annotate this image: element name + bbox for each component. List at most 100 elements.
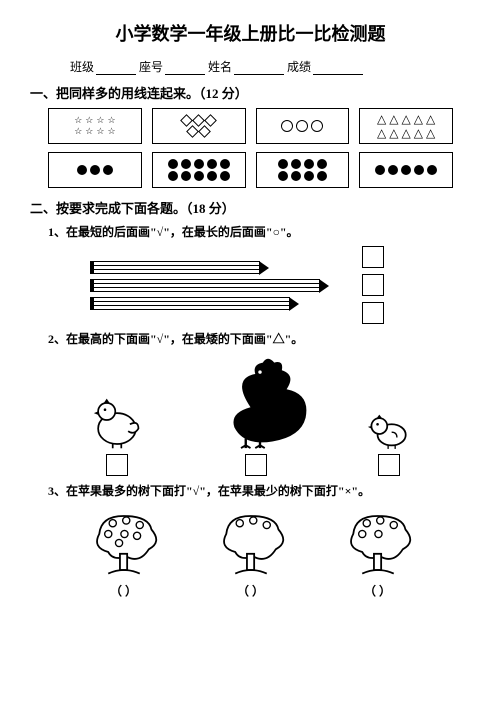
dot-icon (168, 171, 178, 181)
circle-icon (311, 120, 323, 132)
info-row: 班级 座号 姓名 成绩 (30, 58, 471, 75)
score-label: 成绩 (287, 58, 311, 75)
check-box[interactable] (362, 274, 384, 296)
pencil-icon (90, 297, 290, 310)
tree-icon (343, 507, 413, 579)
star-icon: ☆ (74, 116, 82, 125)
dot-icon (207, 159, 217, 169)
check-box[interactable] (362, 302, 384, 324)
shape-box[interactable]: △△△△△△△△△△ (359, 108, 453, 144)
triangle-icon: △ (414, 127, 423, 139)
dot-icon (317, 159, 327, 169)
answer-paren[interactable]: （ ） (110, 582, 137, 599)
shape-box[interactable] (256, 108, 350, 144)
dot-icon (194, 159, 204, 169)
q23-text: 3、在苹果最多的树下面打"√"，在苹果最少的树下面打"×"。 (48, 482, 471, 499)
shape-box[interactable] (48, 152, 142, 188)
pencil-icon (90, 261, 260, 274)
star-icon: ☆ (85, 127, 93, 136)
circle-icon (296, 120, 308, 132)
pencils (90, 258, 350, 312)
q1-grid: ☆☆☆☆☆☆☆☆△△△△△△△△△△ (48, 108, 453, 188)
dot-icon (388, 165, 398, 175)
tree-col: （ ） (89, 507, 159, 599)
shape-box[interactable]: ☆☆☆☆☆☆☆☆ (48, 108, 142, 144)
diamond-icon (204, 114, 217, 127)
dot-icon (414, 165, 424, 175)
dot-icon (168, 159, 178, 169)
diamond-icon (198, 125, 211, 138)
shape-box[interactable] (359, 152, 453, 188)
dot-icon (278, 171, 288, 181)
tree-col: （ ） (216, 507, 286, 599)
triangle-icon: △ (426, 127, 435, 139)
tree-icon (216, 507, 286, 579)
star-icon: ☆ (96, 116, 104, 125)
dot-icon (317, 171, 327, 181)
shape-box[interactable] (256, 152, 350, 188)
triangle-icon: △ (426, 113, 435, 125)
dot-icon (220, 171, 230, 181)
dot-icon (90, 165, 100, 175)
star-icon: ☆ (74, 127, 82, 136)
dot-icon (291, 159, 301, 169)
dot-icon (181, 171, 191, 181)
triangle-icon: △ (377, 113, 386, 125)
shape-box[interactable] (152, 152, 246, 188)
check-box[interactable] (245, 454, 267, 476)
class-blank[interactable] (96, 61, 136, 75)
q21-wrap (90, 246, 471, 324)
star-icon: ☆ (107, 127, 115, 136)
dot-icon (103, 165, 113, 175)
triangle-icon: △ (389, 113, 398, 125)
section1-heading: 一、把同样多的用线连起来。（12 分） (30, 83, 471, 102)
circle-icon (281, 120, 293, 132)
check-box[interactable] (106, 454, 128, 476)
animal-col (90, 390, 144, 476)
seat-blank[interactable] (165, 61, 205, 75)
dot-icon (375, 165, 385, 175)
triangle-icon: △ (377, 127, 386, 139)
triangle-icon: △ (389, 127, 398, 139)
triangle-icon: △ (402, 127, 411, 139)
dot-icon (77, 165, 87, 175)
diamond-icon (186, 125, 199, 138)
dot-icon (194, 171, 204, 181)
triangle-icon: △ (414, 113, 423, 125)
q21-text: 1、在最短的后面画"√"，在最长的后面画"○"。 (48, 223, 471, 240)
page-title: 小学数学一年级上册比一比检测题 (30, 20, 471, 46)
star-icon: ☆ (96, 127, 104, 136)
check-box[interactable] (362, 246, 384, 268)
check-box[interactable] (378, 454, 400, 476)
tree-icon (89, 507, 159, 579)
star-icon: ☆ (85, 116, 93, 125)
dot-icon (291, 171, 301, 181)
score-blank[interactable] (313, 61, 363, 75)
animal-col (203, 355, 308, 476)
dot-icon (220, 159, 230, 169)
star-icon: ☆ (107, 116, 115, 125)
seat-label: 座号 (139, 58, 163, 75)
dot-icon (207, 171, 217, 181)
pencil-icon (90, 279, 320, 292)
check-boxes (362, 246, 384, 324)
dot-icon (304, 171, 314, 181)
dot-icon (401, 165, 411, 175)
dot-icon (181, 159, 191, 169)
q23-wrap: （ ） （ ） （ ） (60, 507, 441, 599)
dot-icon (278, 159, 288, 169)
answer-paren[interactable]: （ ） (364, 582, 391, 599)
name-blank[interactable] (234, 61, 284, 75)
rooster-icon (203, 355, 308, 450)
shape-box[interactable] (152, 108, 246, 144)
class-label: 班级 (70, 58, 94, 75)
triangle-icon: △ (402, 113, 411, 125)
animal-col (367, 410, 411, 476)
chick-icon (367, 410, 411, 450)
dot-icon (304, 159, 314, 169)
dot-icon (427, 165, 437, 175)
name-label: 姓名 (208, 58, 232, 75)
q22-text: 2、在最高的下面画"√"，在最矮的下面画"△"。 (48, 330, 471, 347)
q22-wrap (60, 355, 441, 476)
answer-paren[interactable]: （ ） (237, 582, 264, 599)
